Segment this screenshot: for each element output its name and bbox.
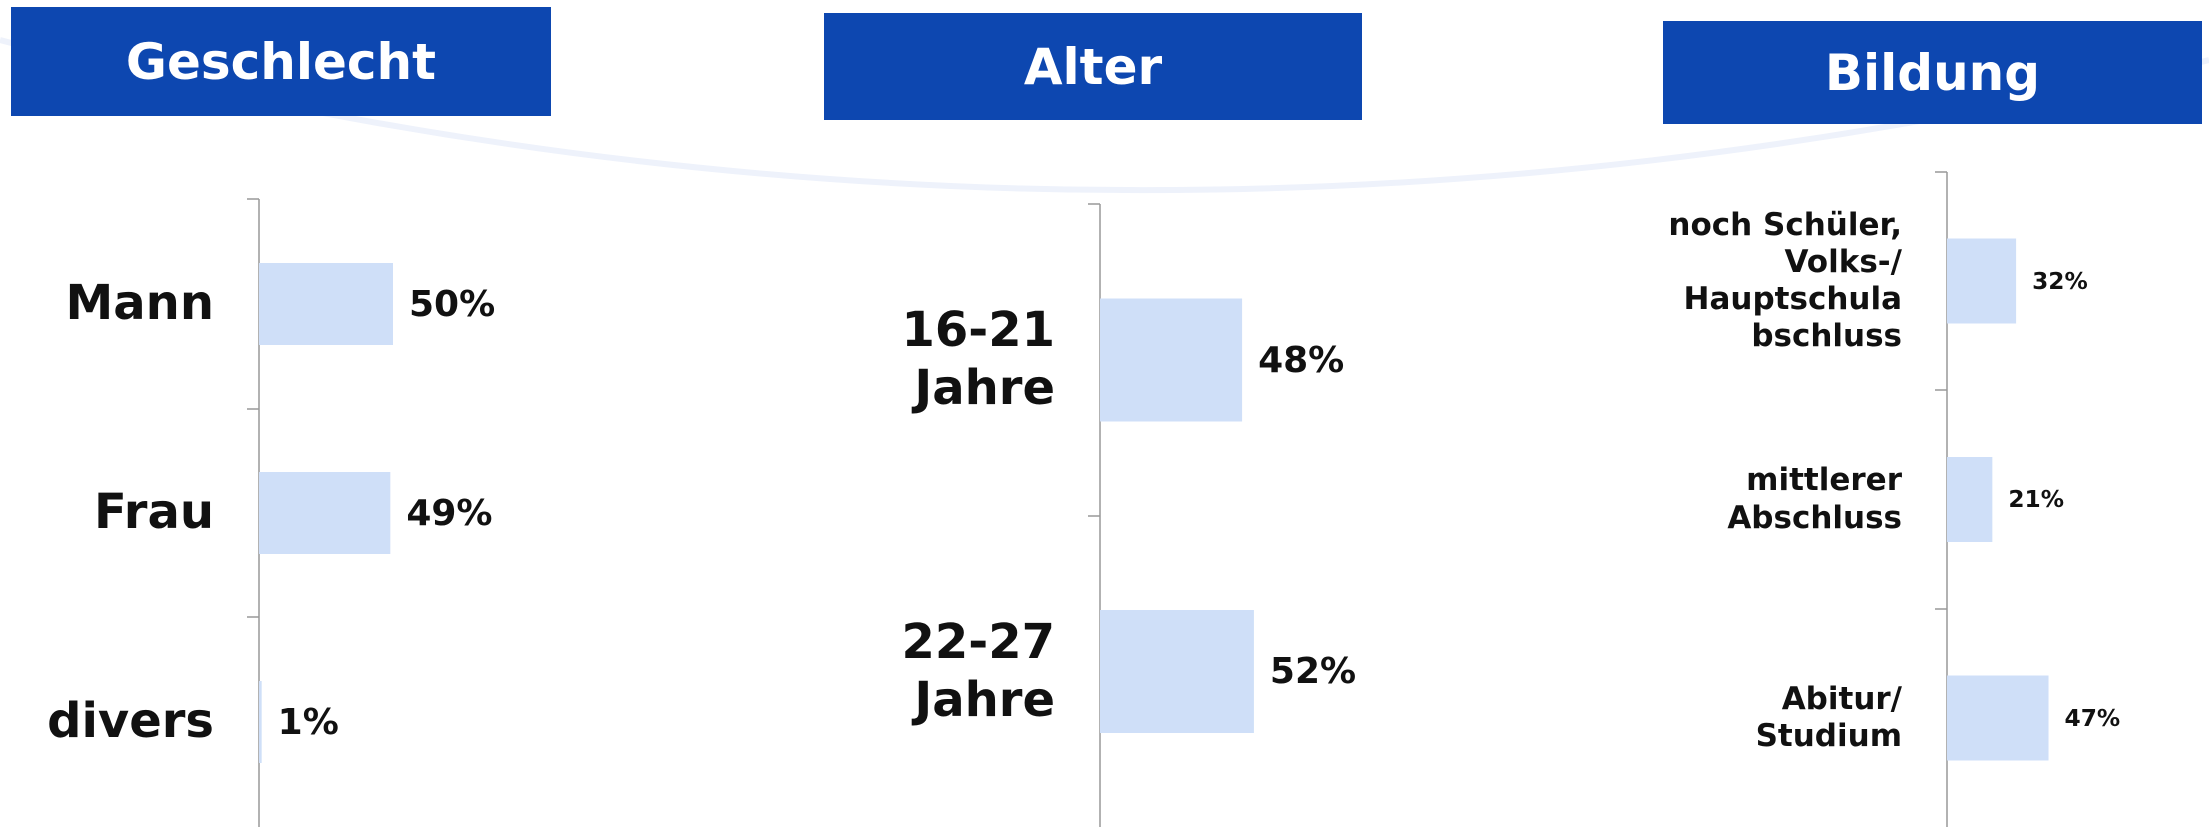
category-label: Mann [65,275,215,332]
category-label: noch Schüler, Volks-/ Hauptschula bschlu… [1668,206,1902,355]
category-label: 16-21 Jahre [901,302,1055,416]
bar [1100,610,1254,733]
category-label: Abitur/ Studium [1755,680,1902,754]
category-label: 22-27 Jahre [901,613,1055,728]
panel-header: Bildung [1663,21,2202,124]
category-label: mittlerer Abschluss [1727,462,1902,536]
value-label: 52% [1269,651,1357,692]
bar [1100,298,1243,422]
value-label: 50% [409,283,496,325]
panel-header: Geschlecht [11,7,551,116]
bar [1947,675,2049,761]
value-label: 1% [277,701,339,743]
value-label: 48% [1258,339,1345,381]
panel-header: Alter [824,13,1362,120]
bar [1947,457,1993,542]
category-label: divers [47,693,214,750]
bar [259,472,391,554]
bar [259,263,393,345]
value-label: 21% [2008,486,2065,513]
bar [1947,238,2017,324]
category-label: Frau [94,484,214,541]
value-label: 49% [406,492,493,534]
value-label: 47% [2064,704,2121,732]
bar [259,681,262,763]
value-label: 32% [2032,267,2088,295]
